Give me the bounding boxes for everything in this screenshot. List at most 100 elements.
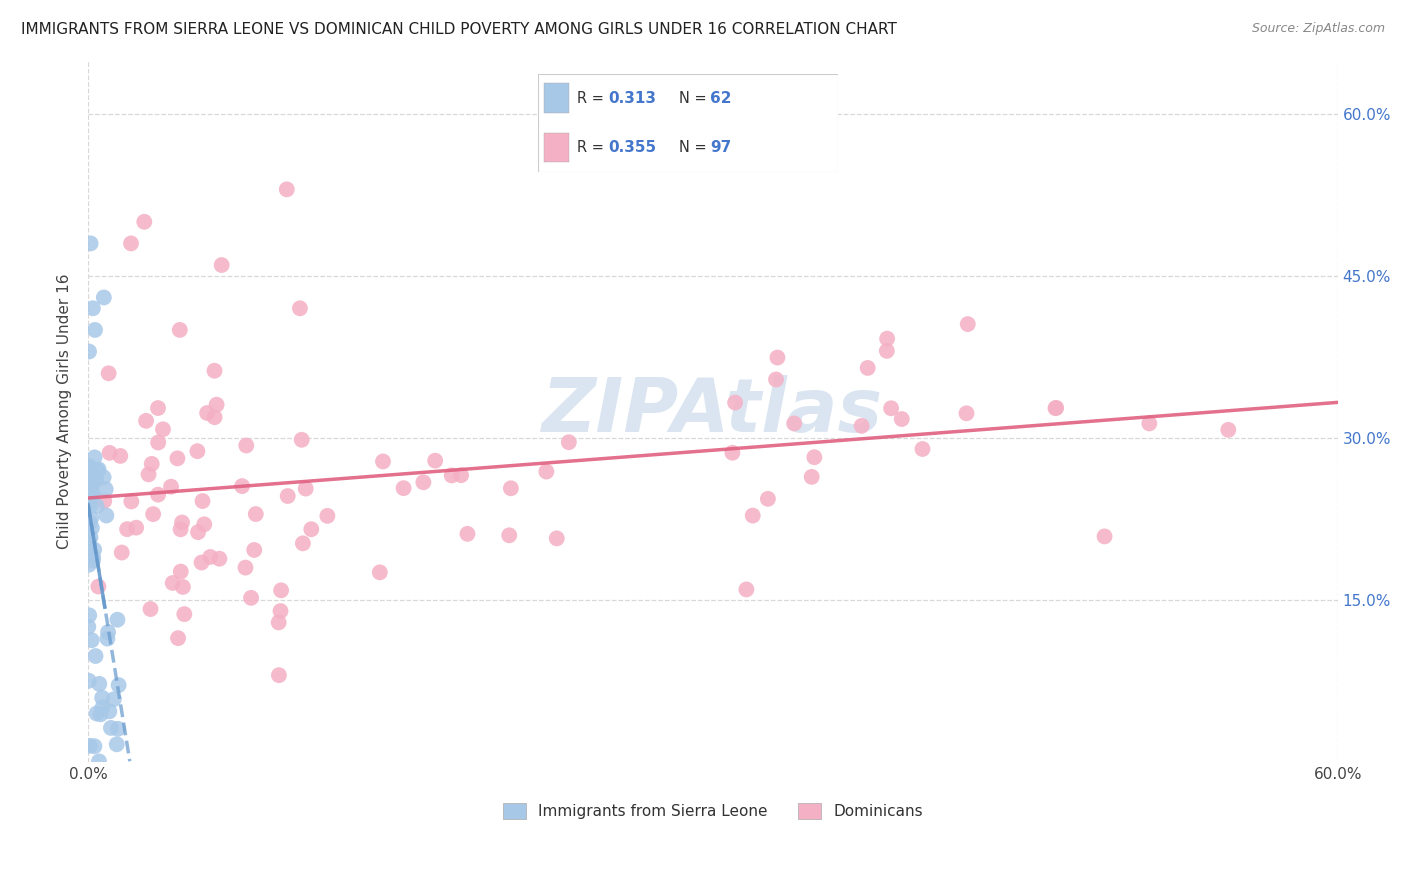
Point [107,722,129,736]
Point [77,494,100,508]
Point [86,499,108,513]
Point [450,468,472,483]
Point [267,668,290,682]
Point [205,398,228,412]
Point [93,494,115,508]
Point [169,323,191,337]
Point [80,633,103,648]
Point [103,692,125,706]
Point [880,401,903,416]
Point [111,545,134,559]
Point [80,485,103,500]
Point [100,721,122,735]
Point [200,549,222,564]
Point [77,475,100,489]
Point [82,487,104,501]
Point [735,582,758,597]
Point [235,438,257,452]
Point [267,615,290,630]
Point [90,707,112,722]
Point [162,576,184,591]
Point [79,516,101,530]
Point [87,755,110,769]
Point [170,565,193,579]
Point [456,526,478,541]
Point [270,583,292,598]
Point [125,521,148,535]
Point [80,511,103,525]
Point [142,507,165,521]
Point [87,580,110,594]
Point [77,608,100,623]
Point [193,517,215,532]
Point [105,737,128,751]
Point [270,604,292,618]
Point [166,451,188,466]
Point [392,481,415,495]
Point [240,591,263,605]
Point [783,417,806,431]
Point [107,678,129,692]
Point [291,536,314,550]
Point [77,620,100,634]
Point [204,364,226,378]
Point [721,446,744,460]
Point [294,482,316,496]
Point [766,351,789,365]
Point [146,488,169,502]
Point [84,323,107,337]
Point [803,450,825,465]
Point [120,494,142,508]
Point [876,332,898,346]
Point [498,528,520,542]
Point [412,475,434,490]
Point [77,344,100,359]
Point [235,560,257,574]
Point [890,412,912,426]
Point [96,632,118,646]
Point [536,465,558,479]
Point [172,580,194,594]
Point [84,473,107,487]
Point [152,422,174,436]
Point [160,480,183,494]
Point [91,690,114,705]
Point [79,499,101,513]
Legend: Immigrants from Sierra Leone, Dominicans: Immigrants from Sierra Leone, Dominicans [496,797,929,825]
Point [277,489,299,503]
Point [146,401,169,415]
Point [79,536,101,550]
Point [77,558,100,572]
Point [89,677,111,691]
Point [148,435,170,450]
Point [167,631,190,645]
Point [80,521,103,535]
Point [741,508,763,523]
Point [79,530,101,544]
Point [84,648,107,663]
Point [765,372,787,386]
Point [77,459,100,474]
Point [195,406,218,420]
Point [93,470,115,484]
Point [956,317,979,331]
Point [82,469,104,483]
Point [79,739,101,753]
Point [187,525,209,540]
Point [911,442,934,456]
Point [77,483,100,497]
Point [139,602,162,616]
Point [1137,417,1160,431]
Point [546,532,568,546]
Point [1045,401,1067,415]
Point [80,474,103,488]
Point [110,449,132,463]
Point [141,457,163,471]
Point [107,613,129,627]
Point [98,704,121,718]
Point [856,360,879,375]
Point [83,739,105,754]
Point [955,406,977,420]
Point [211,258,233,272]
Point [245,507,267,521]
